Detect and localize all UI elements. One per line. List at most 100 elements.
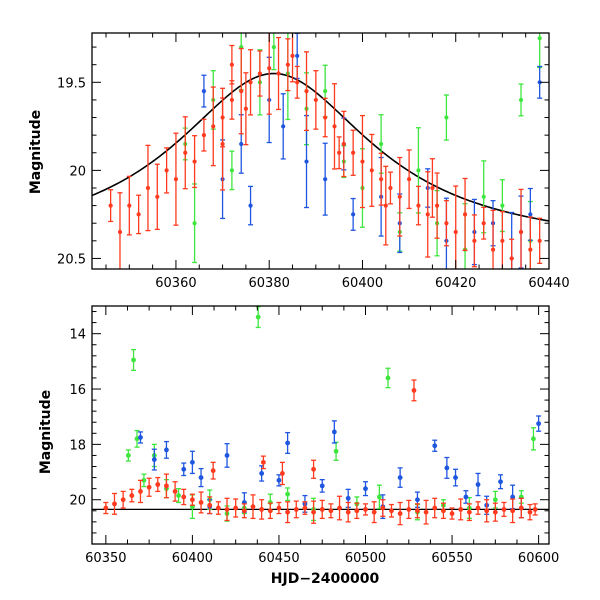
bottom-y-axis-label: Magnitude [38,390,54,474]
bottom-blue-point [189,450,195,475]
top-red-point [257,50,263,97]
bottom-red-point [163,473,169,499]
bottom-red-point [210,461,216,480]
bottom-red-point [189,493,195,506]
bottom-red-point [276,501,282,515]
top-green-point [537,33,543,69]
bottom-red-point [466,503,472,522]
bottom-blue-point [397,467,403,488]
top-red-point [164,147,170,194]
bottom-x-tick-label: 60350 [85,551,126,566]
top-red-point [527,216,533,269]
top-red-point [331,83,337,170]
top-red-point [238,47,244,135]
top-red-point [336,136,342,170]
top-red-point [499,210,505,269]
bottom-blue-point [198,467,204,488]
bottom-red-point [285,501,291,524]
top-red-point [537,217,543,265]
bottom-green-point [141,473,147,488]
top-blue-point [350,197,356,231]
bottom-blue-point [475,472,481,497]
bottom-red-point [406,499,412,520]
bottom-red-point [458,498,464,521]
top-red-point [201,118,207,152]
top-red-point [136,194,142,235]
bottom-red-point [207,496,213,515]
top-x-tick-label: 60420 [435,276,476,291]
bottom-green-point [125,449,131,462]
bottom-blue-point [285,431,291,455]
top-blue-point [201,74,207,108]
bottom-green-point [333,441,339,461]
top-green-point [229,150,235,191]
top-green-point [192,183,198,264]
bottom-red-point [319,499,325,520]
top-blue-point [322,142,328,216]
top-red-point [182,116,188,190]
bottom-plot-frame [91,305,550,545]
top-red-point [350,129,356,176]
bottom-red-point [311,459,317,479]
top-blue-point [280,93,286,160]
bottom-red-point [120,490,126,509]
bottom-green-point [176,488,182,504]
bottom-red-point [345,501,351,523]
top-red-point [154,163,160,231]
top-red-point [248,49,254,116]
bottom-red-point [388,503,394,518]
top-red-point [220,97,226,191]
top-red-point [341,110,347,178]
bottom-blue-point [444,456,450,479]
bottom-red-point [475,501,481,515]
bottom-y-tick-label: 20 [69,494,86,509]
top-red-point [481,206,487,240]
bottom-red-point [492,502,498,522]
bottom-y-tick-label: 16 [69,383,86,398]
bottom-blue-point [224,443,230,468]
bottom-y-tick-label: 14 [69,328,86,343]
top-blue-point [248,185,254,226]
bottom-red-point [527,503,533,521]
bottom-green-point [385,367,391,389]
bottom-blue-point [276,474,282,487]
top-red-point [192,135,198,189]
bottom-red-point [146,477,152,497]
bottom-red-point [137,479,143,504]
bottom-red-point [172,481,178,502]
bottom-green-point [530,427,536,451]
bottom-red-point [260,455,266,470]
top-green-point [271,33,277,71]
bottom-red-point [354,502,360,520]
top-red-point [322,97,328,138]
bottom-red-point [423,499,429,525]
bottom-red-point [129,488,135,503]
top-red-point [145,144,151,232]
top-red-point [229,80,235,120]
bottom-red-point [112,492,118,515]
top-panel: 60360 60380 60400 60420 60440 19.5 20 20.5 [57,32,570,291]
bottom-red-point [328,503,334,519]
bottom-red-point [103,501,109,515]
top-y-tick-label: 19.5 [57,76,86,91]
bottom-blue-point [453,468,459,487]
top-red-point [369,133,375,207]
bottom-red-point [363,503,369,516]
bottom-red-point [215,501,221,515]
top-red-point [243,72,249,146]
top-x-tick-label: 60360 [155,276,196,291]
top-red-point [117,192,123,269]
bottom-blue-point [498,474,504,490]
bottom-blue-point [319,479,325,493]
bottom-green-point [255,306,261,329]
top-red-point [210,86,216,167]
top-red-point [173,132,179,226]
top-red-point [294,65,300,99]
bottom-red-point [440,502,446,520]
top-red-point [490,209,496,269]
top-x-tick-label: 60400 [342,276,383,291]
bottom-red-point [484,499,490,523]
bottom-red-point [198,491,204,514]
bottom-red-point [224,497,230,522]
